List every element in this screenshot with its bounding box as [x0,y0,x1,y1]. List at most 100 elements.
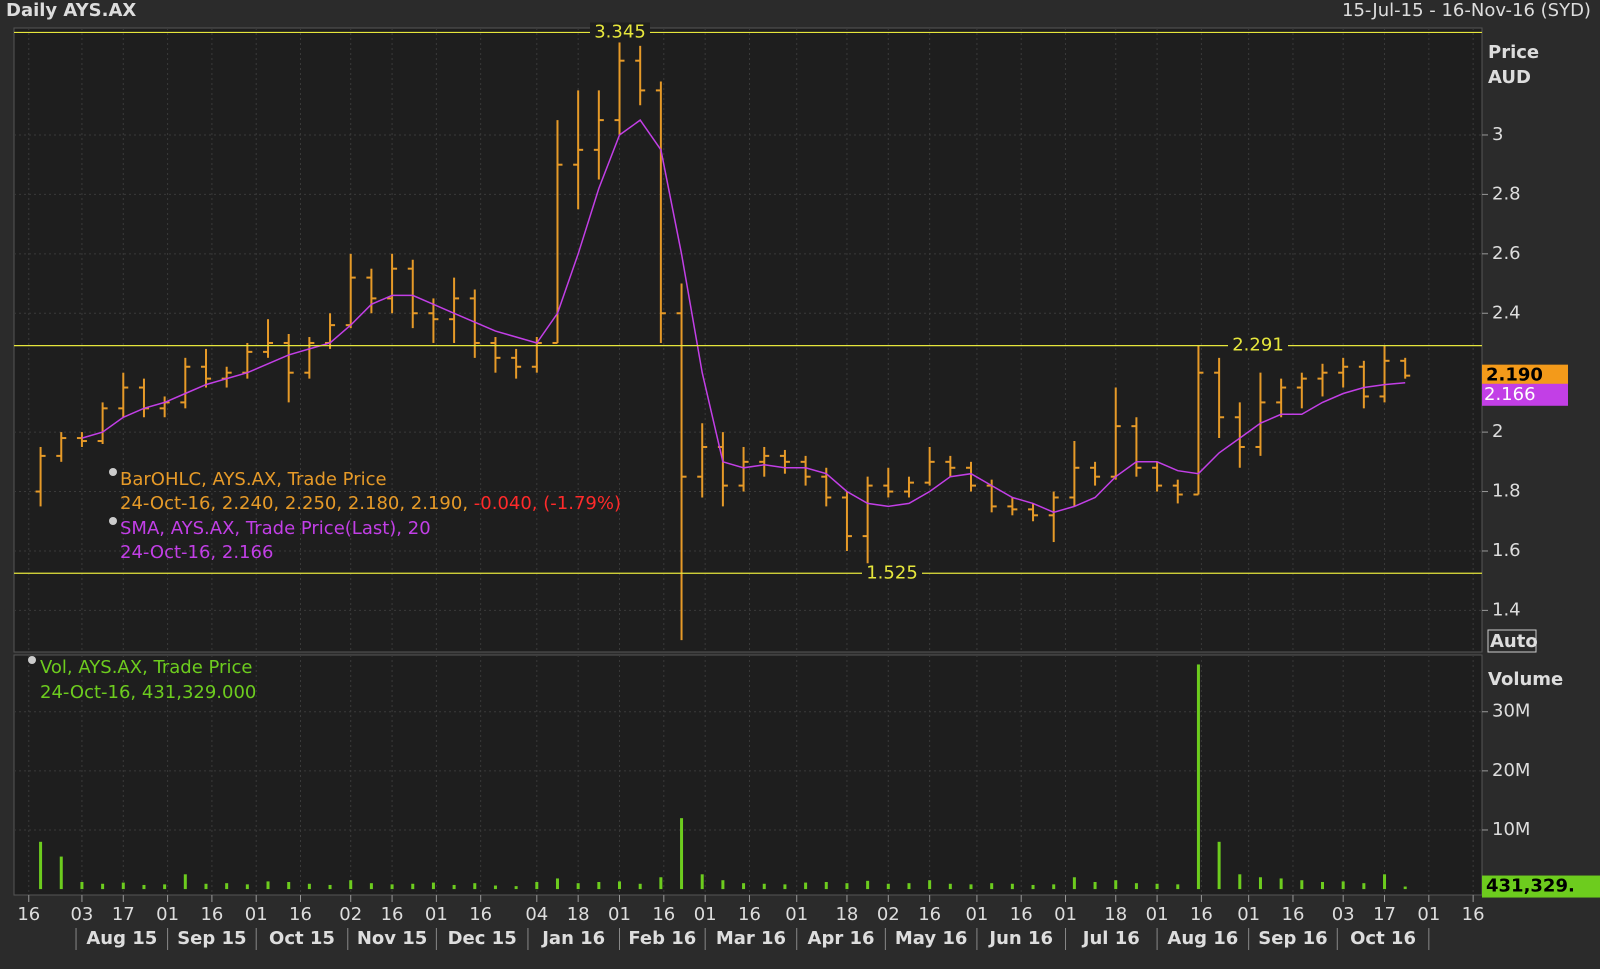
volume-bar [866,880,870,890]
volume-bar [80,881,84,890]
volume-bar [349,880,353,890]
volume-bar [928,880,932,890]
legend-dot[interactable] [28,656,36,664]
volume-bar [287,881,291,890]
last-volume-box [1482,875,1600,898]
legend-volume-values: 24-Oct-16, 431,329.000 [40,682,256,703]
y-tick-label: 2.8 [1492,183,1521,204]
volume-bar [473,883,477,890]
x-tick-label: 01 [1237,904,1260,925]
x-tick-label: 16 [918,904,941,925]
month-label: Nov 15 [357,928,427,949]
x-tick-label: 16 [738,904,761,925]
month-label: Dec 15 [448,928,517,949]
volume-bar [163,884,167,890]
x-tick-label: 02 [339,904,362,925]
y-tick-label: 2.6 [1492,243,1521,264]
volume-bar [1114,880,1118,890]
month-label: Jan 16 [540,928,605,949]
date-range: 15-Jul-15 - 16-Nov-16 (SYD) [1342,0,1591,21]
volume-bar [307,883,311,890]
volume-bar [39,841,43,890]
x-tick-label: 03 [70,904,93,925]
volume-bar [1072,877,1076,890]
x-tick-label: 01 [965,904,988,925]
level-label-bg [862,563,922,584]
legend-dot[interactable] [109,517,117,525]
volume-bar [1217,841,1221,890]
volume-bar [783,884,787,890]
x-tick-label: 18 [567,904,590,925]
volume-bar [762,883,766,890]
x-tick-label: 16 [289,904,312,925]
x-tick-label: 16 [17,904,40,925]
month-label: Mar 16 [716,928,786,949]
volume-bar [266,881,270,890]
y-tick-label: 20M [1492,760,1530,781]
volume-bar [142,884,146,890]
volume-bar [700,874,704,890]
volume-bar [1383,874,1387,890]
x-tick-label: 16 [652,904,675,925]
x-tick-label: 01 [156,904,179,925]
level-label: 2.291 [1232,335,1284,356]
last-price-box [1482,364,1568,387]
legend-dot[interactable] [109,468,117,476]
month-label: Aug 15 [86,928,157,949]
legend-sma-values: 24-Oct-16, 2.166 [120,542,273,563]
level-label: 3.345 [594,21,646,42]
volume-bar [1403,886,1407,890]
volume-bar [1362,883,1366,890]
level-label: 1.525 [866,562,918,583]
volume-bar [1320,881,1324,890]
x-tick-label: 16 [1282,904,1305,925]
volume-bar [225,883,229,890]
month-label: Oct 15 [269,928,335,949]
volume-bar [990,883,994,890]
volume-bar [431,882,435,890]
volume-bar [969,884,973,890]
x-tick-label: 02 [877,904,900,925]
price-axis-unit: AUD [1488,67,1531,88]
volume-axis-title: Volume [1488,669,1563,690]
volume-bar [659,877,663,890]
x-tick-label: 17 [112,904,135,925]
y-tick-label: 3 [1492,124,1503,145]
x-tick-label: 18 [835,904,858,925]
volume-bar [1176,884,1180,890]
volume-bar [369,883,373,890]
month-label: Sep 16 [1258,928,1327,949]
volume-bar [245,884,249,890]
volume-bar [1031,884,1035,890]
x-tick-label: 01 [245,904,268,925]
month-label: Aug 16 [1167,928,1238,949]
auto-label[interactable]: Auto [1490,631,1538,652]
volume-bar [411,883,415,890]
x-tick-label: 16 [469,904,492,925]
x-tick-label: 03 [1332,904,1355,925]
x-tick-label: 01 [694,904,717,925]
volume-bar [886,883,890,890]
volume-bar [535,881,539,890]
volume-bar [1093,881,1097,890]
x-tick-label: 18 [1104,904,1127,925]
y-tick-label: 30M [1492,701,1530,722]
volume-bar [742,883,746,890]
volume-bar [493,885,497,890]
level-label-bg [1228,335,1288,356]
price-axis-title: Price [1488,42,1539,63]
month-label: Feb 16 [628,928,696,949]
volume-bar [1010,883,1014,890]
auto-button[interactable] [1487,629,1537,653]
legend-ohlc-change: -0.040, (-1.79%) [474,493,621,514]
x-tick-label: 01 [785,904,808,925]
volume-bar [390,884,394,890]
volume-bar [804,882,808,890]
volume-bar [121,882,125,890]
x-tick-label: 01 [1054,904,1077,925]
volume-bar [845,883,849,890]
volume-bar [638,883,642,890]
x-tick-label: 01 [1417,904,1440,925]
volume-panel [13,654,1483,896]
